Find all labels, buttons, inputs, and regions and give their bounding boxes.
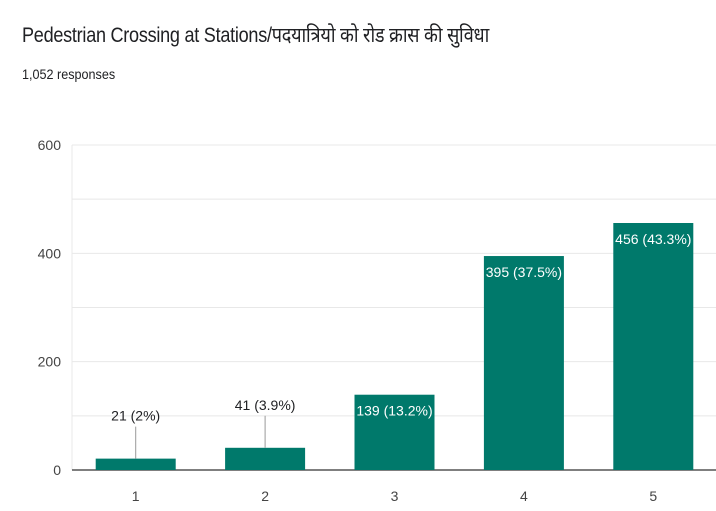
bars <box>95 223 694 470</box>
bar <box>483 256 564 470</box>
x-tick-label: 4 <box>520 488 528 504</box>
bar <box>225 447 306 470</box>
y-tick-label: 400 <box>38 245 62 261</box>
data-label: 139 (13.2%) <box>356 403 432 419</box>
data-label: 41 (3.9%) <box>235 397 296 413</box>
bar <box>354 394 435 470</box>
y-tick-label: 600 <box>38 137 62 153</box>
y-tick-label: 200 <box>38 354 62 370</box>
y-axis-ticks: 0 200 400 600 <box>38 137 62 478</box>
bar <box>613 223 694 470</box>
data-label: 21 (2%) <box>111 408 160 424</box>
x-tick-label: 5 <box>649 488 657 504</box>
x-tick-label: 2 <box>261 488 269 504</box>
response-count: 1,052 responses <box>22 66 116 82</box>
data-label: 395 (37.5%) <box>486 264 562 280</box>
x-tick-label: 3 <box>391 488 399 504</box>
data-label: 456 (43.3%) <box>615 231 691 247</box>
x-tick-label: 1 <box>132 488 140 504</box>
bar <box>95 458 176 470</box>
y-tick-label: 0 <box>53 462 61 478</box>
chart-title: Pedestrian Crossing at Stations/पदयात्रि… <box>22 24 490 47</box>
gridlines <box>71 144 716 471</box>
x-axis-ticks: 1 2 3 4 5 <box>132 488 658 504</box>
data-labels: 21 (2%) 41 (3.9%) 139 (13.2%) 395 (37.5%) 45… <box>111 231 691 459</box>
